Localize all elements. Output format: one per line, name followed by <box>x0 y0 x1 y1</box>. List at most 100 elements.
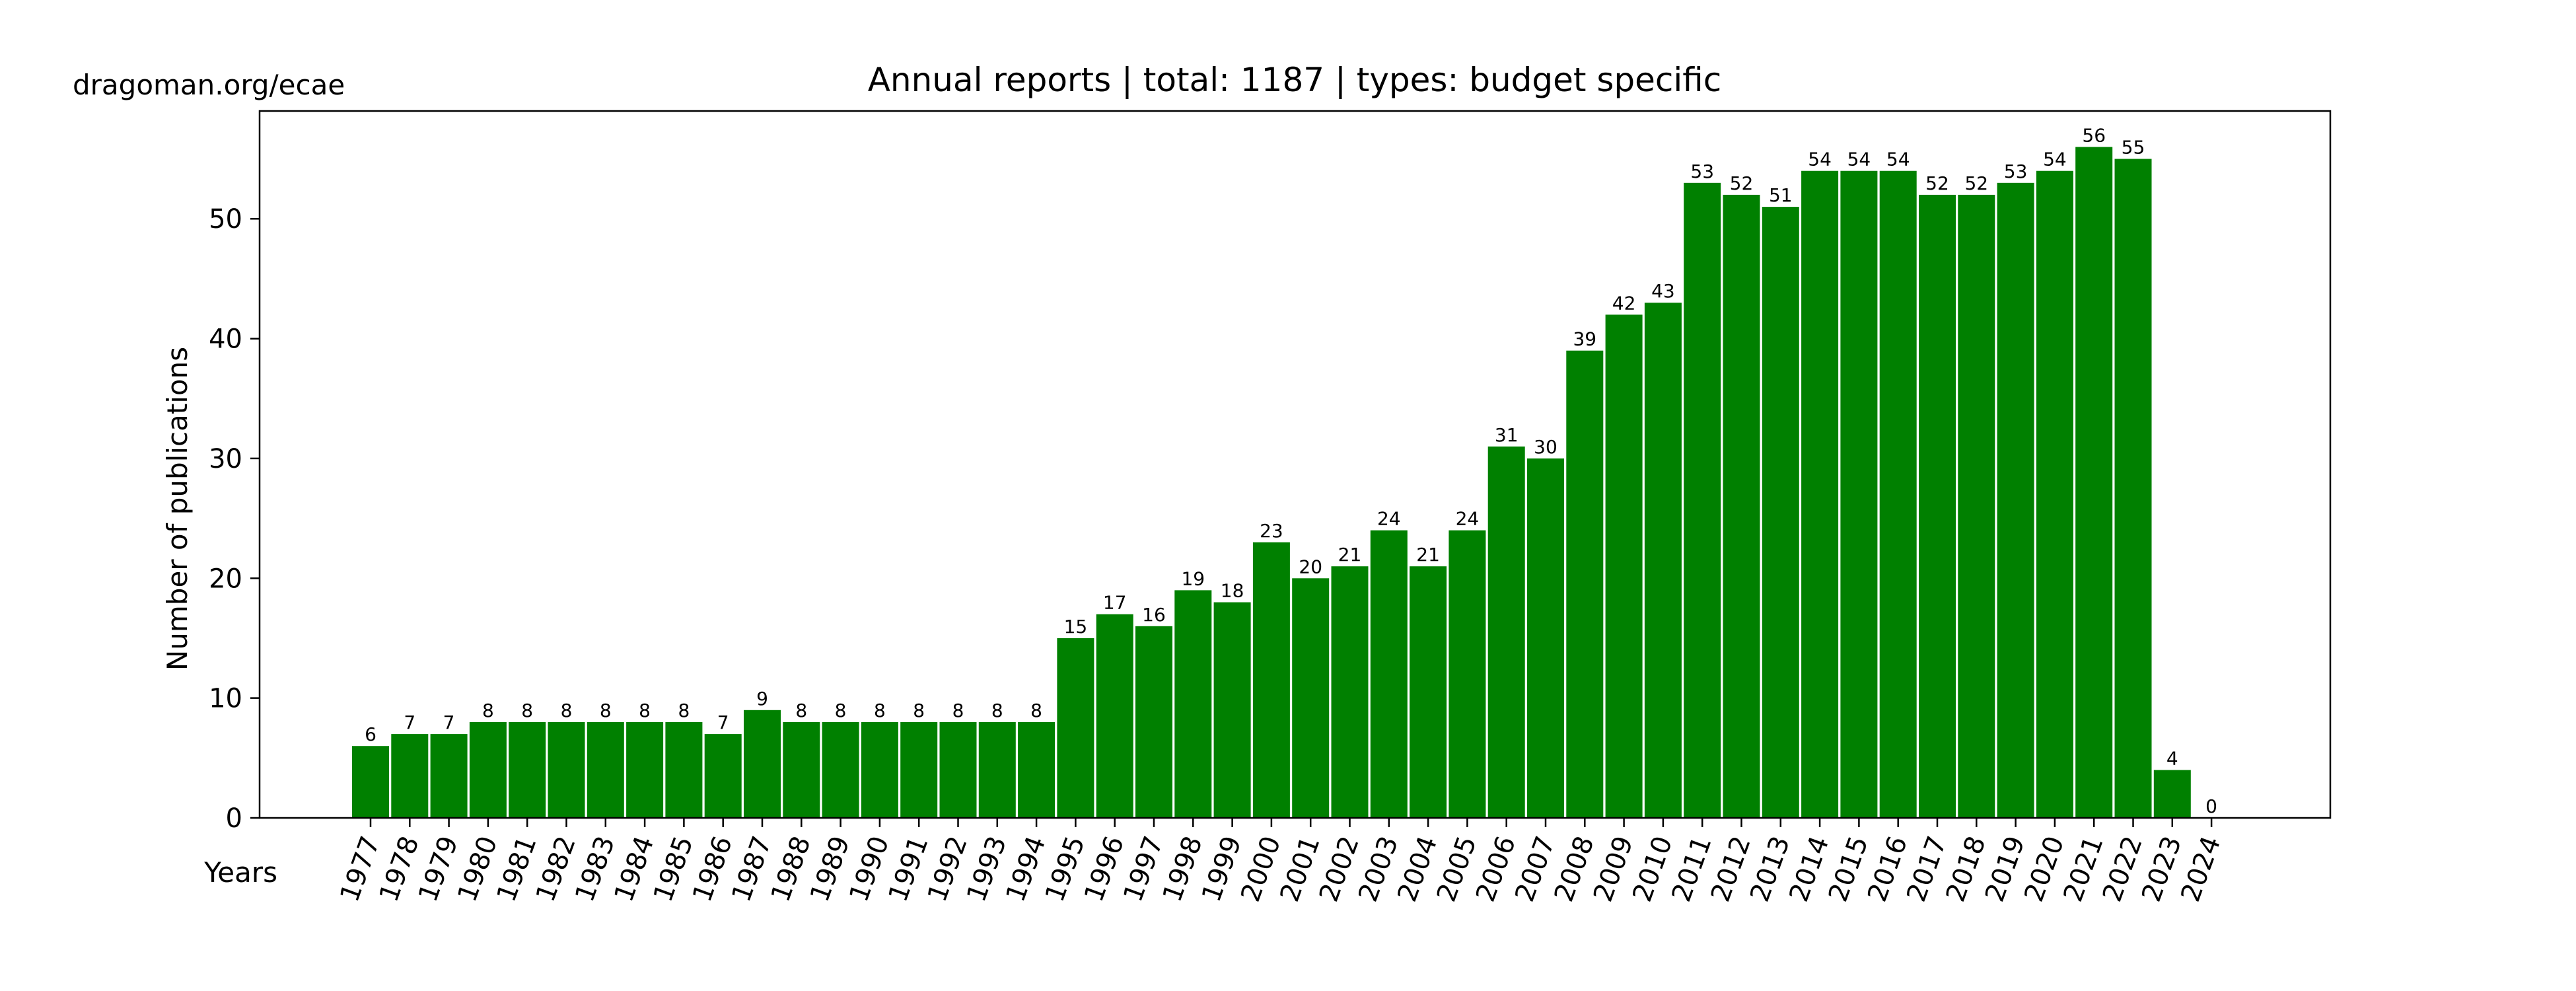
y-axis-label: Number of publications <box>161 347 194 671</box>
data-label-2010: 43 <box>1651 280 1675 302</box>
data-label-2015: 54 <box>1847 149 1871 170</box>
data-label-1991: 8 <box>913 700 925 721</box>
bar-2011 <box>1684 182 1721 818</box>
data-label-2009: 42 <box>1612 292 1636 314</box>
y-tick-label-50: 50 <box>209 204 242 235</box>
data-label-1996: 17 <box>1103 592 1127 614</box>
data-label-2011: 53 <box>1690 161 1714 182</box>
bar-1980 <box>469 721 507 818</box>
bar-2017 <box>1919 194 1956 818</box>
data-label-2012: 52 <box>1730 172 1754 194</box>
data-label-1980: 8 <box>482 700 494 721</box>
plot-frame <box>258 110 2332 819</box>
bar-2002 <box>1331 566 1369 818</box>
bar-2001 <box>1292 578 1330 818</box>
data-label-1979: 7 <box>443 712 455 733</box>
data-label-1998: 19 <box>1181 568 1205 589</box>
bar-1984 <box>626 721 664 818</box>
data-label-2016: 54 <box>1886 149 1910 170</box>
y-tick-label-20: 20 <box>209 564 242 594</box>
x-axis-label: Years <box>203 856 277 889</box>
bar-1986 <box>704 734 742 818</box>
bar-1994 <box>1018 721 1055 818</box>
data-label-1982: 8 <box>561 700 573 721</box>
y-tick-label-10: 10 <box>209 684 242 714</box>
bar-1993 <box>978 721 1016 818</box>
y-tick-label-30: 30 <box>209 444 242 474</box>
bar-1979 <box>430 734 468 818</box>
bar-1995 <box>1057 638 1094 818</box>
bar-2012 <box>1723 194 1760 818</box>
bar-1996 <box>1096 614 1133 818</box>
bar-1983 <box>587 721 624 818</box>
data-label-1987: 9 <box>756 688 768 710</box>
data-label-2001: 20 <box>1299 556 1322 577</box>
bar-1981 <box>509 721 546 818</box>
data-label-2020: 54 <box>2043 149 2067 170</box>
data-label-1994: 8 <box>1030 700 1042 721</box>
bar-2018 <box>1958 194 1995 818</box>
data-labels-group: 6 7 7 8 8 8 8 8 8 7 9 8 8 8 8 8 8 8 15 17 16 19 18 23 20 21 24 21 24… <box>365 124 2217 817</box>
data-label-1992: 8 <box>952 700 964 721</box>
data-label-1986: 7 <box>717 712 729 733</box>
y-tick-label-0: 0 <box>226 803 242 834</box>
bar-2014 <box>1801 170 1839 818</box>
bar-1998 <box>1174 590 1212 818</box>
data-label-2005: 24 <box>1456 508 1480 530</box>
source-label: dragoman.org/ecae <box>73 69 345 101</box>
data-label-2014: 54 <box>1808 149 1832 170</box>
data-label-1988: 8 <box>795 700 807 721</box>
bar-2004 <box>1410 566 1447 818</box>
y-tick-label-40: 40 <box>209 324 242 355</box>
data-label-2022: 55 <box>2122 137 2145 159</box>
bar-2003 <box>1370 530 1408 818</box>
data-label-2006: 31 <box>1495 424 1519 446</box>
bar-1989 <box>822 721 859 818</box>
data-label-1983: 8 <box>600 700 612 721</box>
bar-2005 <box>1449 530 1486 818</box>
bar-2022 <box>2114 159 2152 818</box>
data-label-1978: 7 <box>404 712 415 733</box>
data-label-2024: 0 <box>2205 795 2217 817</box>
bar-2019 <box>1997 182 2034 818</box>
data-label-2018: 52 <box>1964 172 1988 194</box>
data-label-2004: 21 <box>1416 544 1440 566</box>
data-label-1990: 8 <box>874 700 886 721</box>
bar-2020 <box>2036 170 2073 818</box>
bar-2009 <box>1605 314 1643 818</box>
data-label-1999: 18 <box>1221 580 1244 602</box>
bar-2007 <box>1527 458 1564 818</box>
data-label-2021: 56 <box>2082 124 2106 146</box>
bar-2006 <box>1487 446 1525 818</box>
bar-1991 <box>900 721 938 818</box>
data-label-2019: 53 <box>2004 161 2028 182</box>
bar-2023 <box>2153 770 2191 818</box>
data-label-2007: 30 <box>1534 436 1557 458</box>
x-axis: 1977197819791980198119821983198419851986… <box>334 818 2227 906</box>
bar-1978 <box>391 734 429 818</box>
bar-1988 <box>783 721 820 818</box>
bar-1982 <box>548 721 585 818</box>
data-label-2013: 51 <box>1769 184 1793 206</box>
data-label-1977: 6 <box>365 723 376 745</box>
data-label-2002: 21 <box>1338 544 1362 566</box>
bars-group <box>352 147 2191 819</box>
data-label-1993: 8 <box>991 700 1003 721</box>
data-label-1995: 15 <box>1064 616 1088 638</box>
data-label-1989: 8 <box>835 700 847 721</box>
bar-1990 <box>861 721 898 818</box>
bar-1992 <box>939 721 977 818</box>
y-axis: 0 10 20 30 40 50 <box>209 204 260 834</box>
bar-1987 <box>744 710 781 818</box>
bar-2021 <box>2075 147 2113 818</box>
data-label-1997: 16 <box>1142 604 1166 626</box>
bar-2015 <box>1840 170 1878 818</box>
data-label-2000: 23 <box>1260 520 1283 542</box>
data-label-1981: 8 <box>521 700 533 721</box>
data-label-2017: 52 <box>1925 172 1949 194</box>
bar-2016 <box>1879 170 1917 818</box>
bar-2008 <box>1566 350 1604 818</box>
bar-2013 <box>1762 207 1799 819</box>
bar-1977 <box>352 746 389 818</box>
